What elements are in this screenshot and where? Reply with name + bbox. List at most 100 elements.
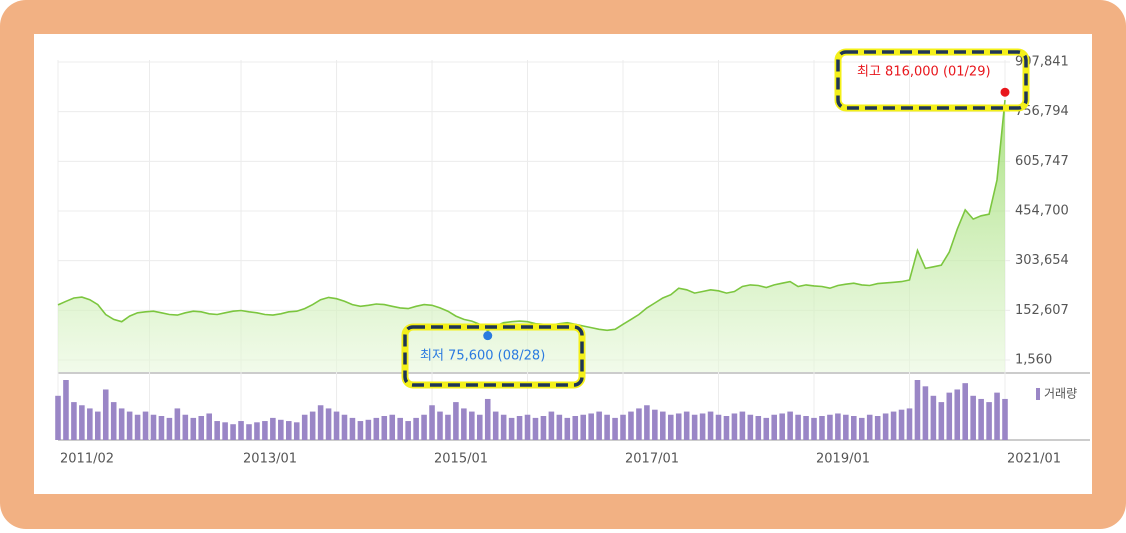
volume-bar	[461, 408, 467, 440]
volume-bar	[962, 383, 968, 440]
volume-bar	[914, 380, 921, 440]
volume-bar	[580, 414, 587, 440]
volume-bar	[198, 416, 205, 440]
volume-bar	[763, 417, 770, 440]
y-tick-label: 303,654	[1015, 253, 1069, 268]
volume-bar	[691, 414, 698, 440]
volume-bar	[238, 421, 244, 440]
volume-bar	[811, 417, 817, 440]
volume-bar	[874, 416, 881, 440]
volume-bar	[174, 408, 181, 440]
volume-bar	[787, 411, 793, 440]
volume-bar	[882, 413, 889, 440]
volume-bar	[484, 398, 491, 440]
x-tick-label: 2015/01	[434, 452, 488, 467]
volume-bar	[851, 416, 857, 440]
x-tick-label: 2019/01	[816, 452, 870, 467]
volume-bar	[293, 422, 300, 440]
volume-bar	[397, 417, 403, 440]
volume-bar	[341, 414, 348, 440]
volume-bar	[898, 409, 905, 440]
volume-bar	[206, 413, 212, 440]
volume-bar	[134, 414, 141, 440]
volume-bar	[930, 395, 937, 440]
volume-bar	[644, 405, 650, 440]
legend-label: 거래량	[1044, 387, 1077, 401]
volume-bar	[954, 389, 961, 440]
volume-bar	[1002, 398, 1008, 440]
volume-bar	[405, 421, 411, 440]
volume-bar	[95, 411, 101, 440]
x-tick-label: 2017/01	[625, 452, 679, 467]
high-label: 최고 816,000 (01/29)	[857, 65, 991, 80]
volume-bar	[63, 380, 69, 440]
volume-bar	[771, 414, 778, 440]
volume-bar	[596, 411, 602, 440]
highlight-box	[403, 325, 584, 387]
volume-bar	[922, 386, 929, 440]
volume-bar	[858, 417, 865, 440]
volume-bar	[389, 414, 396, 440]
price-area	[58, 100, 1005, 372]
volume-bar	[142, 411, 149, 440]
volume-bar	[246, 424, 252, 440]
volume-bar	[986, 402, 992, 440]
volume-bar	[866, 414, 873, 440]
volume-bar	[182, 414, 189, 440]
volume-bar	[500, 414, 507, 440]
low-label: 최저 75,600 (08/28)	[420, 349, 545, 364]
volume-bar	[946, 392, 953, 440]
volume-bar	[492, 411, 499, 440]
volume-bar	[906, 408, 913, 440]
volume-bar	[166, 417, 173, 440]
volume-bar	[548, 411, 555, 440]
volume-bar	[524, 414, 531, 440]
volume-bar	[445, 414, 451, 440]
volume-bar	[71, 402, 77, 440]
volume-bar	[540, 416, 547, 440]
volume-bar	[421, 414, 427, 440]
low-point	[483, 331, 493, 341]
high-point	[1000, 87, 1010, 97]
volume-bar	[628, 411, 634, 440]
volume-bar	[636, 408, 642, 440]
volume-bar	[126, 411, 133, 440]
volume-bar	[970, 395, 976, 440]
volume-bar	[285, 421, 292, 440]
volume-bar	[508, 417, 515, 440]
volume-bar	[620, 414, 626, 440]
volume-bar	[795, 414, 801, 440]
volume-bar	[476, 414, 483, 440]
volume-bar	[819, 416, 825, 440]
volume-bar	[429, 405, 435, 440]
volume-bar	[556, 414, 563, 440]
volume-bar	[890, 411, 897, 440]
annotations: 최고 816,000 (01/29) 최저 75,600 (08/28)	[401, 48, 1030, 389]
volume-bar	[118, 408, 125, 440]
volume-bar	[564, 417, 571, 440]
volume-bar	[309, 411, 316, 440]
volume-bar	[827, 414, 833, 440]
volume-bar	[572, 416, 579, 440]
x-tick-label: 2013/01	[243, 452, 297, 467]
volume-bar	[262, 421, 268, 440]
volume-bar	[938, 402, 945, 440]
x-tick-label: 2011/02	[60, 452, 114, 467]
volume-bar	[699, 413, 706, 440]
volume-bar	[349, 417, 356, 440]
volume-bar	[843, 414, 849, 440]
volume-bar	[254, 422, 260, 440]
volume-bar	[532, 417, 539, 440]
volume-bar	[978, 398, 984, 440]
volume-bar	[731, 413, 738, 440]
highlight-box	[836, 50, 1028, 110]
volume-bar	[715, 414, 722, 440]
volume-bar	[453, 402, 459, 440]
volume-bar	[214, 421, 220, 440]
volume-bar	[413, 417, 419, 440]
volume-bar	[604, 414, 610, 440]
volume-bar	[803, 416, 809, 440]
y-tick-label: 454,700	[1015, 204, 1069, 219]
volume-bar	[652, 409, 658, 440]
